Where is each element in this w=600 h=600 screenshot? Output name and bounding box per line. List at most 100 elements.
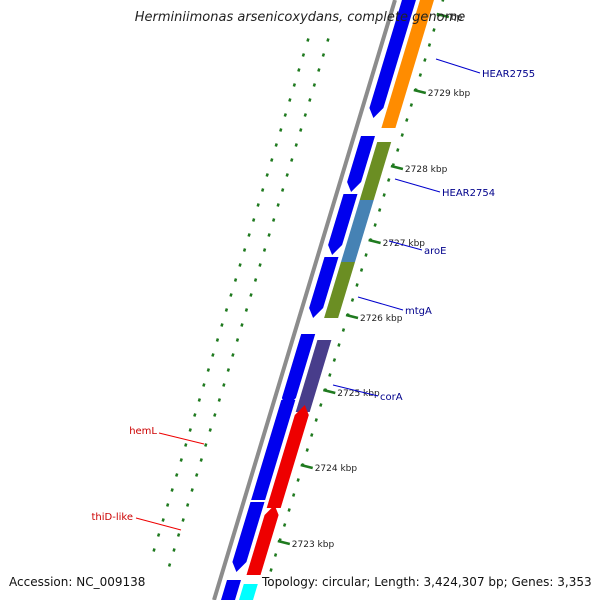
cds-block-8[interactable] <box>221 580 241 600</box>
tick-dash-far <box>224 308 229 312</box>
tick-dash-far <box>297 68 301 72</box>
tick-dash-far <box>265 173 269 177</box>
tick-dash-right <box>400 133 404 137</box>
cog-block-olive-1[interactable] <box>359 142 392 200</box>
tick-dash-left <box>226 368 230 372</box>
tick-dash-right <box>273 553 278 557</box>
tick-dash-far <box>206 368 210 372</box>
tick-dash-far <box>229 293 233 297</box>
tick-dash-far <box>197 398 201 402</box>
tick-dash-far <box>242 248 247 252</box>
tick-mark-2730 <box>436 12 450 19</box>
tick-dash-far <box>220 323 224 327</box>
tick-mark-2727 <box>368 238 381 245</box>
tick-dash-far <box>170 488 174 492</box>
tick-dash-left <box>303 113 307 117</box>
tick-dash-left <box>317 68 321 72</box>
cds-block-6[interactable] <box>251 400 296 500</box>
cog-block-red-1[interactable] <box>266 405 309 508</box>
tick-mark-2723 <box>277 539 291 546</box>
tick-dash-right <box>341 328 346 332</box>
tick-dash-left <box>262 248 267 252</box>
cds-block-7[interactable] <box>232 502 265 572</box>
tick-dash-far <box>292 83 296 87</box>
tick-dash-left <box>190 488 194 492</box>
gene-label-mtga[interactable]: mtgA <box>405 306 432 317</box>
gene-leader-aroe <box>388 240 423 251</box>
tick-mark-2725 <box>322 388 336 395</box>
gene-leader-heml <box>158 432 205 445</box>
cog-block-olive-2[interactable] <box>324 262 355 318</box>
tick-dash-far <box>252 218 256 222</box>
tick-dash-left <box>299 128 303 132</box>
cds-block-5[interactable] <box>281 334 316 408</box>
tick-dash-right <box>350 298 355 302</box>
tick-dash-far <box>288 98 292 102</box>
gene-leader-hear2755 <box>435 58 481 74</box>
tick-dash-right <box>319 403 323 407</box>
tick-dash-left <box>321 53 326 57</box>
tick-dash-far <box>238 263 242 267</box>
cds-block-2[interactable] <box>347 136 375 192</box>
cog-block-steelblue[interactable] <box>341 200 374 262</box>
tick-dash-far <box>215 338 220 342</box>
tick-dash-far <box>202 383 206 387</box>
gene-label-thid-like[interactable]: thiD-like <box>92 512 134 523</box>
tick-dash-right <box>423 58 427 62</box>
backbone <box>212 0 397 600</box>
tick-dash-far <box>193 413 197 417</box>
tick-dash-left <box>204 443 208 447</box>
tick-dash-far <box>152 548 156 552</box>
ticks-layer <box>152 0 445 572</box>
cds-block-4[interactable] <box>309 257 339 318</box>
tick-label-2728: 2728 kbp <box>405 165 448 175</box>
gene-label-hear2754[interactable]: HEAR2754 <box>442 188 495 199</box>
tick-mark-2729 <box>413 88 427 95</box>
cog-block-red-2[interactable] <box>246 505 279 575</box>
tick-dash-right <box>292 493 296 497</box>
tick-mark-2726 <box>345 313 359 320</box>
tick-dash-left <box>272 218 276 222</box>
genome-summary: Topology: circular; Length: 3,424,307 bp… <box>262 575 592 589</box>
features-layer <box>221 0 440 600</box>
tick-dash-far <box>306 38 310 42</box>
cog-block-orange[interactable] <box>381 0 440 128</box>
tick-dash-right <box>296 478 300 482</box>
tick-dash-left <box>222 383 226 387</box>
cds-block-3[interactable] <box>328 194 358 255</box>
tick-dash-right <box>305 448 309 452</box>
gene-label-cora[interactable]: corA <box>380 392 403 403</box>
tick-dash-right <box>328 373 332 377</box>
tick-dash-right <box>396 148 400 152</box>
tick-label-2726: 2726 kbp <box>360 314 403 324</box>
tick-dash-far <box>247 233 251 237</box>
gene-leader-cora <box>332 384 379 397</box>
tick-dash-far <box>256 203 260 207</box>
accession-text: Accession: NC_009138 <box>9 575 146 589</box>
tick-dash-left <box>240 323 244 327</box>
tick-dash-right <box>310 433 314 437</box>
tick-dash-right <box>432 28 436 32</box>
tick-dash-left <box>294 143 298 147</box>
gene-label-heml[interactable]: hemL <box>129 426 157 437</box>
tick-dash-left <box>285 173 289 177</box>
cds-block-1[interactable] <box>369 0 422 118</box>
tick-dash-far <box>211 353 215 357</box>
tick-dash-left <box>199 458 203 462</box>
tick-dash-left <box>276 203 280 207</box>
tick-dash-right <box>287 508 291 512</box>
tick-dash-left <box>186 503 190 507</box>
tick-dash-left <box>267 233 271 237</box>
tick-dash-left <box>213 413 217 417</box>
tick-label-2723: 2723 kbp <box>292 540 335 550</box>
gene-label-aroe[interactable]: aroE <box>424 246 446 257</box>
tick-dash-far <box>188 428 192 432</box>
tick-dash-right <box>427 43 432 47</box>
tick-dash-far <box>270 158 274 162</box>
gene-leader-hear2754 <box>394 178 441 193</box>
cog-block-cyan[interactable] <box>239 584 258 600</box>
gene-label-hear2755[interactable]: HEAR2755 <box>482 69 535 80</box>
cog-block-slate[interactable] <box>295 340 332 412</box>
